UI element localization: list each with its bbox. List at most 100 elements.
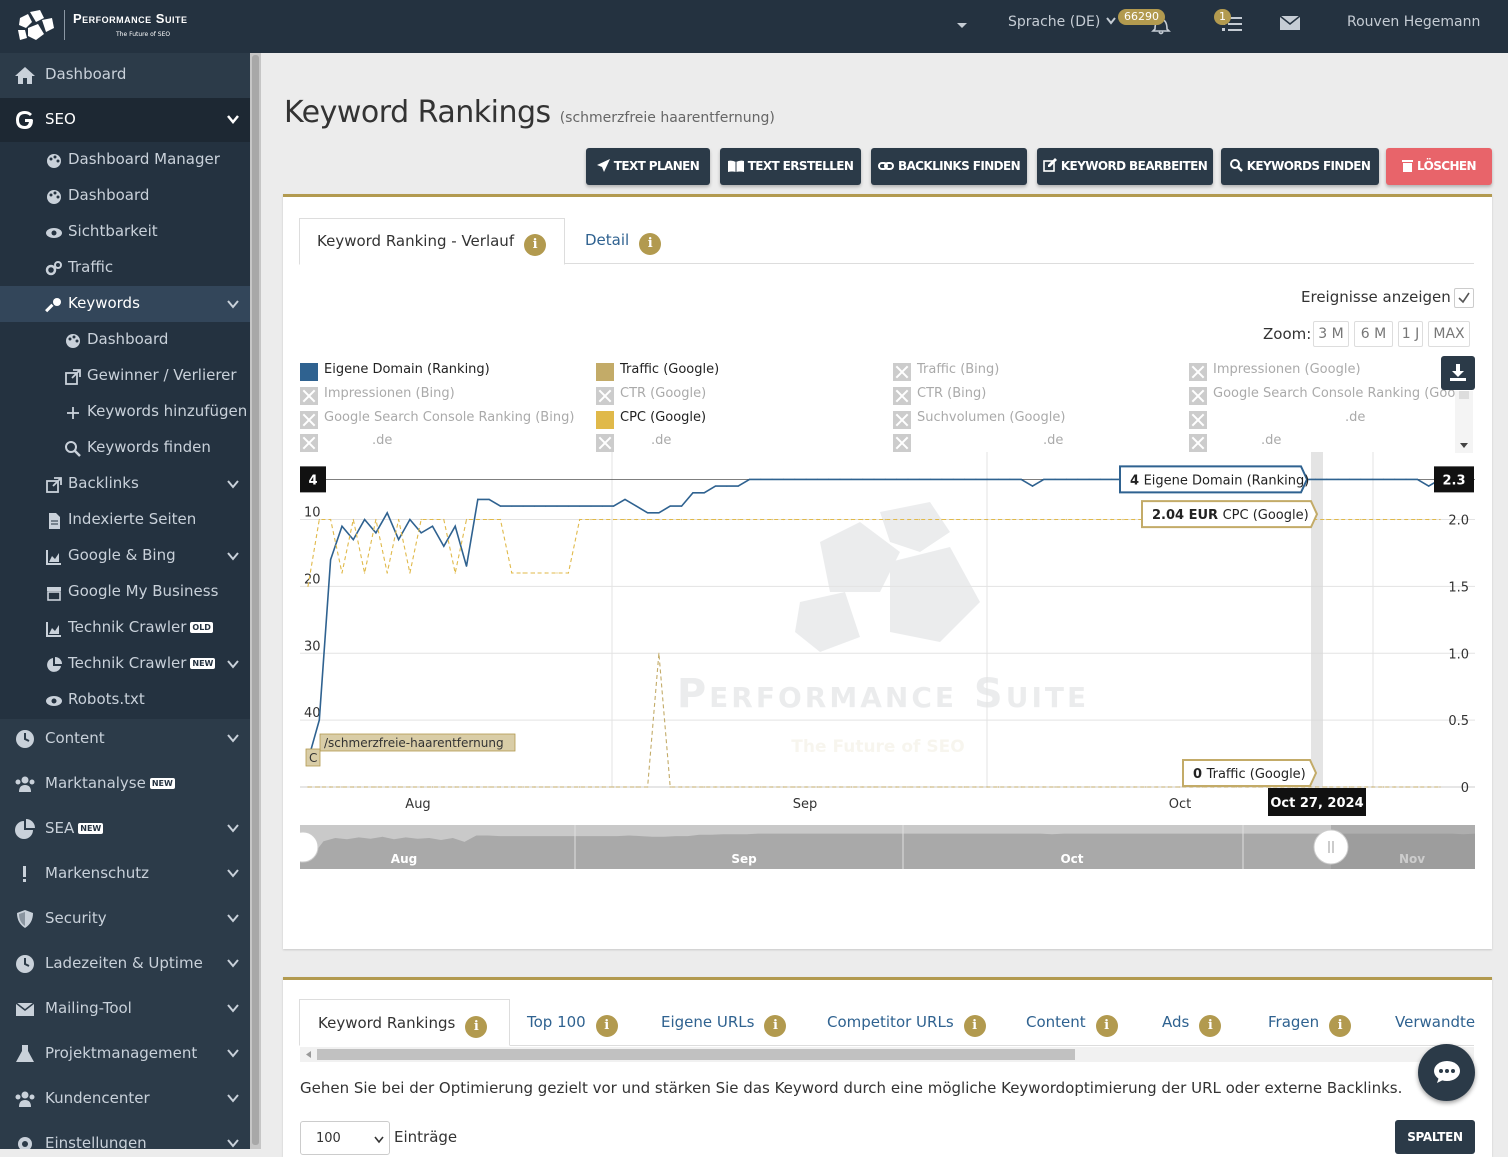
- zoom-label: Zoom:: [1263, 325, 1312, 343]
- spalten-button[interactable]: SPALTEN: [1395, 1120, 1475, 1154]
- legend-scrollbar-thumb[interactable]: [1459, 391, 1469, 399]
- sidebar-item-projektmanagement[interactable]: Projektmanagement: [0, 1032, 250, 1077]
- tab-eigene-urls[interactable]: Eigene URLs i: [661, 1013, 787, 1037]
- messages-button[interactable]: [1279, 14, 1301, 36]
- right-axis-tick-label: 1.5: [1448, 580, 1469, 595]
- sidebar-item-dashboard-manager[interactable]: Dashboard Manager: [0, 142, 250, 178]
- sidebar-item-kundencenter[interactable]: Kundencenter: [0, 1077, 250, 1122]
- series-point: [1054, 786, 1056, 788]
- text-erstellen-button[interactable]: TEXT ERSTELLEN: [720, 148, 861, 185]
- tab-detail[interactable]: Detail i: [585, 231, 662, 255]
- tab-top-100[interactable]: Top 100 i: [527, 1013, 618, 1037]
- keywords-finden-button[interactable]: KEYWORDS FINDEN: [1221, 148, 1379, 185]
- tab-verwandte[interactable]: Verwandte: [1395, 1013, 1475, 1031]
- sidebar-item-content[interactable]: Content: [0, 717, 250, 762]
- sidebar-item-traffic[interactable]: Traffic: [0, 250, 250, 286]
- sidebar-item-kw-dashboard[interactable]: Dashboard: [0, 322, 250, 358]
- legend-swatch: [596, 411, 614, 429]
- sidebar-item-technik-crawler-old[interactable]: Technik Crawler OLD: [0, 610, 250, 646]
- sidebar-item-sea[interactable]: SEA NEW: [0, 807, 250, 852]
- sidebar-item-seo-dashboard[interactable]: Dashboard: [0, 178, 250, 214]
- series-point: [1031, 485, 1034, 487]
- series-point: [952, 518, 954, 521]
- language-selector[interactable]: Sprache (DE): [1008, 14, 1117, 30]
- sidebar-item-google-my-business[interactable]: Google My Business: [0, 574, 250, 610]
- sidebar-item-security[interactable]: Security: [0, 897, 250, 942]
- chat-bubble-icon: [1434, 1061, 1460, 1083]
- tab-competitor-urls[interactable]: Competitor URLs i: [827, 1013, 986, 1037]
- series-point: [714, 518, 717, 521]
- chevron-down-icon: [227, 959, 239, 968]
- sidebar-label: Gewinner / Verlierer: [87, 366, 237, 384]
- sidebar-item-dashboard[interactable]: Dashboard: [0, 53, 250, 98]
- tab-fragen[interactable]: Fragen i: [1268, 1013, 1352, 1037]
- edit-icon: [1043, 158, 1057, 172]
- sidebar-label: Dashboard: [45, 65, 127, 83]
- chart-navigator[interactable]: Aug Sep Oct Nov: [300, 825, 1475, 871]
- sidebar-item-indexierte-seiten[interactable]: Indexierte Seiten: [0, 502, 250, 538]
- sidebar-item-technik-crawler-new[interactable]: Technik Crawler NEW: [0, 646, 250, 682]
- ranking-chart[interactable]: Performance Suite The Future of SEO 10 20 30…: [300, 452, 1475, 822]
- zoom-3m-button[interactable]: 3 M: [1313, 321, 1349, 347]
- tabs-scrollbar[interactable]: [300, 1047, 1474, 1062]
- tab-keyword-ranking-verlauf[interactable]: Keyword Ranking - Verlauf i: [299, 218, 566, 265]
- legend-item[interactable]: Google Search Console Ranking (Googl: [1189, 386, 1455, 406]
- sidebar-item-einstellungen[interactable]: Einstellungen: [0, 1122, 250, 1149]
- zoom-1j-button[interactable]: 1 J: [1398, 321, 1423, 347]
- tab-keyword-rankings[interactable]: Keyword Rankings i: [299, 999, 511, 1046]
- legend-disabled-icon: [300, 387, 318, 405]
- flask-icon: [16, 1045, 34, 1062]
- chevron-down-icon: [227, 552, 239, 561]
- keyword-bearbeiten-button[interactable]: KEYWORD BEARBEITEN: [1037, 148, 1213, 185]
- sidebar-item-robots[interactable]: Robots.txt: [0, 682, 250, 718]
- series-point: [726, 786, 728, 788]
- sidebar-item-keywords-finden[interactable]: Keywords finden: [0, 430, 250, 466]
- entries-select[interactable]: 100: [300, 1121, 390, 1155]
- tabs-scrollbar-thumb[interactable]: [317, 1049, 1075, 1060]
- new-badge: NEW: [190, 658, 216, 669]
- sidebar-item-keywords-hinzufuegen[interactable]: Keywords hinzufügen: [0, 394, 250, 430]
- zoom-6m-button[interactable]: 6 M: [1354, 321, 1393, 347]
- series-point: [465, 786, 468, 788]
- series-point: [352, 518, 354, 521]
- logo[interactable]: Performance Suite The Future of SEO: [14, 6, 234, 46]
- sidebar-scrollbar-thumb[interactable]: [252, 55, 259, 1145]
- series-point: [330, 559, 332, 561]
- tooltip-cpc-text: 2.04 EUR CPC (Google): [1152, 508, 1309, 523]
- caret-down-icon[interactable]: [956, 20, 968, 30]
- series-point: [1394, 786, 1396, 788]
- paper-plane-icon: [596, 159, 610, 172]
- chevron-down-icon: [227, 1139, 239, 1148]
- sidebar-item-mailing[interactable]: Mailing-Tool: [0, 987, 250, 1032]
- tab-content[interactable]: Content i: [1026, 1013, 1118, 1037]
- sidebar-item-keywords[interactable]: Keywords: [0, 286, 250, 322]
- series-point: [318, 518, 320, 521]
- tooltip-traffic-text: 0 Traffic (Google): [1193, 767, 1306, 782]
- series-point: [499, 505, 501, 507]
- button-label: BACKLINKS FINDEN: [897, 159, 1021, 173]
- sidebar-item-backlinks[interactable]: Backlinks: [0, 466, 250, 502]
- sidebar-item-ladezeiten[interactable]: Ladezeiten & Uptime: [0, 942, 250, 987]
- loeschen-button[interactable]: LÖSCHEN: [1386, 148, 1492, 185]
- sidebar-item-sichtbarkeit[interactable]: Sichtbarkeit: [0, 214, 250, 250]
- sidebar-item-marktanalyse[interactable]: Marktanalyse NEW: [0, 762, 250, 807]
- events-checkbox[interactable]: [1454, 288, 1474, 308]
- backlinks-finden-button[interactable]: BACKLINKS FINDEN: [871, 148, 1027, 185]
- sidebar-item-seo[interactable]: SEO: [0, 98, 250, 143]
- legend-scrollbar[interactable]: [1455, 391, 1473, 453]
- user-menu[interactable]: Rouven Hegemann: [1347, 14, 1481, 30]
- series-point: [1348, 518, 1350, 521]
- chat-button[interactable]: [1418, 1044, 1475, 1101]
- text-planen-button[interactable]: TEXT PLANEN: [586, 148, 710, 185]
- zoom-max-button[interactable]: MAX: [1428, 321, 1470, 347]
- download-button[interactable]: [1441, 356, 1475, 390]
- series-point: [1179, 786, 1181, 788]
- tab-ads[interactable]: Ads i: [1162, 1013, 1222, 1037]
- sidebar-label: Mailing-Tool: [45, 999, 132, 1017]
- sidebar-item-markenschutz[interactable]: Markenschutz: [0, 852, 250, 897]
- series-point: [533, 505, 535, 507]
- caret-left-icon: [306, 1051, 311, 1058]
- series-point: [1360, 478, 1362, 480]
- sidebar-item-google-bing[interactable]: Google & Bing: [0, 538, 250, 574]
- sidebar-item-gewinner-verlierer[interactable]: Gewinner / Verlierer: [0, 358, 250, 394]
